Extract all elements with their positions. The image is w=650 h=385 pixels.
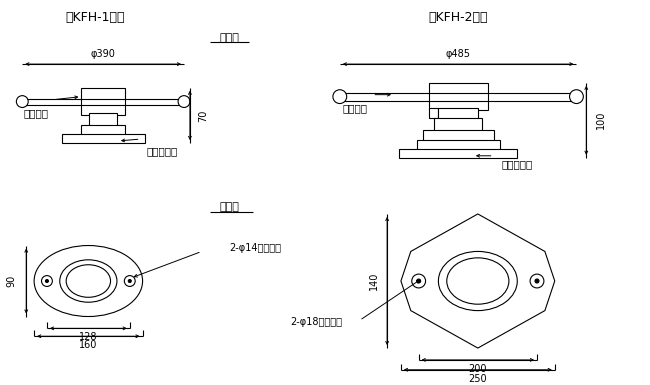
Bar xyxy=(81,125,125,135)
Circle shape xyxy=(16,95,28,107)
Text: 128: 128 xyxy=(79,332,98,342)
Ellipse shape xyxy=(60,260,117,302)
Bar xyxy=(422,130,493,142)
Text: 160: 160 xyxy=(79,340,98,350)
Ellipse shape xyxy=(34,246,142,316)
Text: φ485: φ485 xyxy=(446,49,471,59)
Text: 100: 100 xyxy=(596,111,606,129)
Text: 250: 250 xyxy=(469,374,487,384)
Text: φ390: φ390 xyxy=(91,49,116,59)
Text: 2-φ14取付け穴: 2-φ14取付け穴 xyxy=(229,243,281,253)
Bar xyxy=(438,109,478,122)
Circle shape xyxy=(46,280,48,283)
Bar xyxy=(81,88,125,116)
Text: ケーシング: ケーシング xyxy=(147,146,178,156)
Text: ハンドル: ハンドル xyxy=(23,109,49,119)
Bar xyxy=(434,118,482,132)
Text: ケーシング: ケーシング xyxy=(502,159,533,169)
Text: 90: 90 xyxy=(6,275,16,287)
Polygon shape xyxy=(401,214,554,348)
Circle shape xyxy=(411,274,426,288)
Circle shape xyxy=(124,276,135,286)
Bar xyxy=(62,134,144,143)
Ellipse shape xyxy=(438,251,517,311)
Text: 正面図: 正面図 xyxy=(220,33,239,42)
Bar xyxy=(428,83,488,110)
Text: 140: 140 xyxy=(369,272,379,290)
Text: 【KFH-2形】: 【KFH-2形】 xyxy=(428,11,488,24)
Text: 2-φ18取付け穴: 2-φ18取付け穴 xyxy=(290,317,342,327)
Circle shape xyxy=(42,276,53,286)
Bar xyxy=(428,109,438,118)
Circle shape xyxy=(128,280,131,283)
Text: 200: 200 xyxy=(469,364,487,374)
Bar xyxy=(417,140,500,150)
Text: ハンドル: ハンドル xyxy=(342,104,367,114)
Text: 【KFH-1形】: 【KFH-1形】 xyxy=(66,11,125,24)
Circle shape xyxy=(535,279,539,283)
Circle shape xyxy=(333,90,346,104)
Text: 70: 70 xyxy=(198,109,208,122)
Text: 平面図: 平面図 xyxy=(220,202,239,212)
Circle shape xyxy=(530,274,544,288)
Bar xyxy=(399,149,517,158)
Circle shape xyxy=(569,90,583,104)
Bar xyxy=(89,114,117,127)
Circle shape xyxy=(417,279,421,283)
Circle shape xyxy=(178,95,190,107)
